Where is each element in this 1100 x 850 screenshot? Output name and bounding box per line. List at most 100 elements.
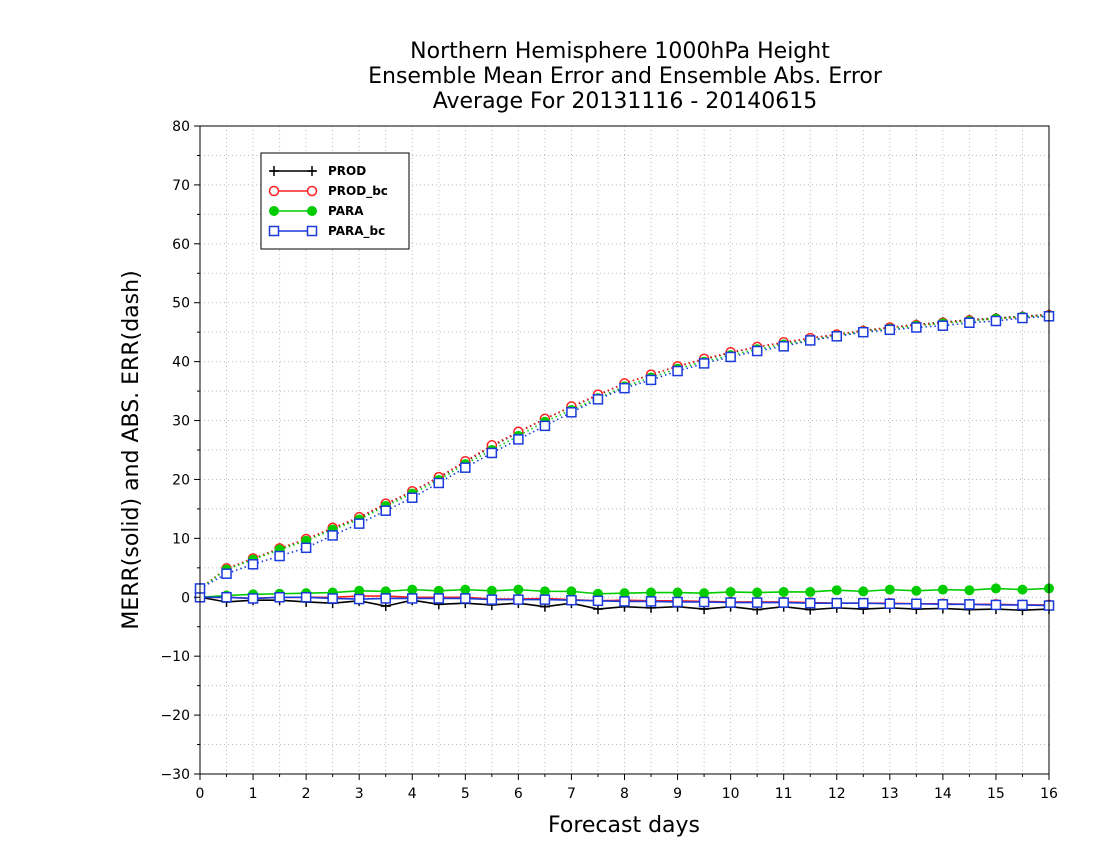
- series-prod-bc: [194, 309, 1055, 611]
- legend-marker: [306, 225, 318, 237]
- series-para-bc-abs-point: [778, 341, 789, 352]
- x-axis-label: Forecast days: [548, 813, 700, 838]
- series-para-merr-point: [858, 586, 869, 597]
- legend-label: PROD: [328, 164, 366, 178]
- x-axis-ticks: 0 1 2 3 4 5 6 7 8 9 10 11 12 13 14 15 16: [196, 774, 1058, 802]
- series-para-bc-abs-point: [327, 530, 338, 541]
- chart-title-line-1: Northern Hemisphere 1000hPa Height: [410, 39, 830, 64]
- series-para-bc-abs-point: [884, 324, 896, 336]
- series-prod-bc-abs-line: [199, 314, 1050, 590]
- series-para-bc-abs-point: [433, 477, 445, 489]
- legend-item-para-bc: PARA_bc: [268, 224, 385, 239]
- series-para-bc-merr-point: [433, 593, 445, 604]
- series-para-bc-abs-point: [221, 568, 232, 579]
- series-para-bc-abs-point: [380, 505, 391, 516]
- series-para-bc-merr-point: [751, 597, 763, 608]
- series-prod-abs-line: [199, 313, 1050, 590]
- series-para-merr-point: [937, 584, 948, 595]
- x-tick-label: 15: [987, 786, 1005, 802]
- legend-marker: [307, 166, 317, 176]
- series-para-bc-merr-point: [990, 599, 1002, 611]
- y-tick-label: 60: [172, 237, 190, 253]
- x-tick-label: 0: [196, 786, 205, 802]
- series-para-bc-abs-point: [645, 374, 657, 386]
- series-para-bc-merr-point: [300, 592, 312, 603]
- series-para-bc-abs-point: [831, 331, 842, 342]
- y-tick-label: 50: [172, 296, 190, 312]
- series-para-bc-merr-point: [937, 599, 949, 610]
- series-para-merr-point: [725, 586, 736, 597]
- series-para-bc-abs-point: [619, 382, 630, 394]
- x-tick-label: 16: [1040, 786, 1058, 802]
- series-para-bc-abs-point: [486, 447, 498, 459]
- series-para-merr-point: [486, 585, 497, 596]
- x-tick-label: 11: [775, 786, 793, 802]
- series-para-merr-point: [1017, 584, 1028, 595]
- series-para-merr-point: [884, 584, 895, 595]
- legend-marker: [268, 225, 280, 237]
- series-para-bc-abs-point: [460, 462, 471, 473]
- x-tick-label: 5: [461, 786, 470, 802]
- x-tick-label: 6: [514, 786, 523, 802]
- series-para-bc-merr-point: [221, 592, 232, 603]
- series-para-bc-merr-point: [274, 592, 285, 603]
- series-para-bc-merr-point: [619, 596, 630, 607]
- series-para-bc-abs-point: [1017, 312, 1028, 324]
- series-para-merr-point: [566, 586, 577, 597]
- series-para-bc-abs-point: [513, 434, 524, 445]
- series-para-bc-abs-point: [911, 322, 922, 333]
- series-para-bc-merr-point: [1017, 599, 1028, 611]
- series-para-bc-abs-point: [964, 317, 975, 329]
- series-para-bc-merr-point: [672, 596, 683, 608]
- series-para-bc-abs-point: [592, 394, 604, 405]
- x-tick-label: 14: [934, 786, 952, 802]
- series-para-merr-point: [752, 587, 763, 598]
- legend-marker: [307, 206, 317, 216]
- series-para-bc-merr-point: [831, 597, 842, 609]
- series-para-abs-line: [199, 314, 1050, 590]
- series-para-bc-merr-point: [460, 593, 471, 604]
- series-para-bc-abs-point: [300, 542, 312, 554]
- series-para-bc-merr-point: [566, 594, 577, 606]
- series-para-bc-merr-point: [645, 596, 657, 607]
- legend-marker: [268, 185, 280, 197]
- y-tick-label: 0: [181, 590, 190, 606]
- y-axis-ticks: 80 70 60 50 40 30 20 10 0 −10 −20 −30: [160, 119, 200, 783]
- series-para-bc-merr-point: [353, 593, 365, 605]
- series-para-bc-abs-point: [672, 365, 683, 377]
- series-para-bc-merr-point: [247, 593, 259, 604]
- legend-marker: [306, 185, 318, 197]
- legend: PROD PROD_bc PARA PARA_bc: [260, 152, 410, 250]
- series-para-merr-point: [460, 584, 471, 595]
- y-tick-label: 80: [172, 119, 190, 135]
- legend-marker: [269, 166, 279, 176]
- series-para-merr-point: [778, 586, 789, 597]
- x-tick-label: 10: [722, 786, 740, 802]
- series-para-bc-abs-point: [353, 518, 365, 529]
- x-tick-label: 4: [408, 786, 417, 802]
- series-para-bc-abs-point: [725, 351, 736, 363]
- series-para-bc-abs-point: [937, 320, 949, 331]
- chart-title-line-2: Ensemble Mean Error and Ensemble Abs. Er…: [368, 64, 883, 89]
- series-para-bc-merr-point: [486, 594, 498, 605]
- y-tick-label: 30: [172, 414, 190, 430]
- series-para-bc-merr-point: [804, 597, 816, 609]
- chart-title: Northern Hemisphere 1000hPa Height Ensem…: [368, 39, 883, 114]
- x-tick-label: 8: [620, 786, 629, 802]
- series-para-bc-merr-point: [884, 598, 896, 610]
- y-tick-label: −10: [160, 649, 190, 665]
- series-para-bc-abs-point: [539, 420, 551, 432]
- x-tick-label: 9: [673, 786, 682, 802]
- series-para-bc-abs-point: [751, 345, 763, 357]
- y-tick-label: −30: [160, 767, 190, 783]
- chart-title-line-3: Average For 20131116 - 20140615: [433, 89, 818, 114]
- series-para-bc-abs-line: [199, 315, 1050, 590]
- series-para-bc-merr-point: [407, 593, 418, 604]
- legend-box: [260, 152, 410, 250]
- y-tick-label: 70: [172, 178, 190, 194]
- x-tick-label: 7: [567, 786, 576, 802]
- series-para-bc-abs-point: [858, 326, 869, 338]
- legend-label: PARA_bc: [328, 224, 385, 239]
- x-tick-label: 1: [249, 786, 258, 802]
